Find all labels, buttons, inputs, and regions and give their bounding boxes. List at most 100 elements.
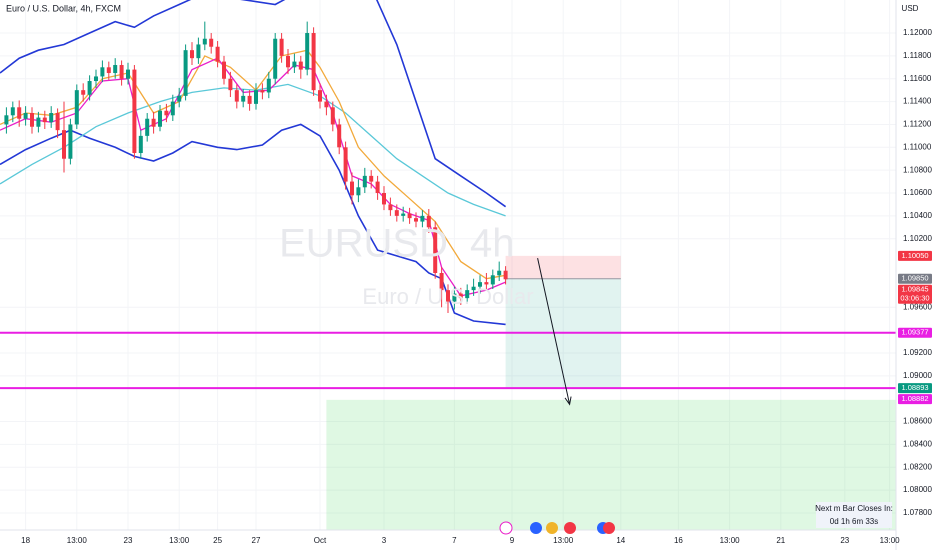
x-tick-label: 16 [674,536,683,545]
x-tick-label: 27 [252,536,261,545]
candle-body [94,76,98,82]
candle-body [183,50,188,96]
candle-body [132,69,137,154]
candle-body [350,181,354,196]
candle-body [247,95,252,104]
candle-body [113,65,118,74]
countdown-box [816,502,892,528]
x-tick-label: 23 [124,536,133,545]
candle-body [55,113,60,131]
candle-body [382,193,386,205]
watermark-description: Euro / U.S. Dollar [362,284,533,309]
indicator-line [0,0,507,208]
candle-body [298,61,303,70]
candle-body [74,90,79,125]
candle-body [305,33,310,70]
candle-body [414,218,418,222]
candle-body [68,124,73,159]
x-tick-label: 23 [840,536,849,545]
candle-body [318,90,322,102]
y-tick-label: 1.10800 [903,165,932,174]
candle-body [497,270,502,276]
x-tick-label: 13:00 [169,536,190,545]
y-tick-label: 1.08600 [903,417,932,426]
price-tag [898,250,932,261]
y-tick-label: 1.09000 [903,371,932,380]
x-tick-label: 18 [21,536,30,545]
candle-body [394,210,399,216]
x-tick-label: 3 [382,536,387,545]
x-tick-label: 13:00 [880,536,901,545]
candle-body [10,107,15,116]
x-tick-label: 7 [452,536,457,545]
candle-body [87,81,92,95]
stop-area [505,255,621,279]
candle-body [478,282,482,287]
price-tag [898,383,932,394]
candle-body [138,135,143,154]
candle-body [177,95,182,102]
candle-body [228,78,233,91]
candle-body [100,67,105,77]
plot-area [0,0,896,530]
candle-body [490,275,495,285]
x-tick-label: 13:00 [720,536,741,545]
candle-body [369,175,374,182]
y-tick-label: 1.12000 [903,28,932,37]
indicator-line [0,57,506,297]
price-tag-label: 1.08893 [901,383,928,392]
y-tick-label: 1.09600 [903,302,932,311]
x-tick-label: 13:00 [67,536,88,545]
candle-body [158,110,162,127]
countdown-time: 0d 1h 6m 33s [830,517,878,526]
candle-body [222,61,226,79]
x-tick-label: 9 [510,536,515,545]
candle-body [484,282,489,285]
candle-body [362,175,367,188]
candle-body [106,67,111,74]
candle-body [260,90,265,93]
candle-body [42,117,47,123]
candle-body [458,293,463,299]
price-tag [898,394,932,405]
y-tick-label: 1.07800 [903,508,932,517]
candle-body [446,290,450,302]
y-tick-label: 1.08200 [903,462,932,471]
candle-body [401,213,406,216]
candle-body [126,69,130,79]
price-tag [898,327,932,338]
candle-body [433,227,438,273]
candle-body [4,115,9,125]
x-tick-label: 13:00 [553,536,574,545]
y-tick-label: 1.10400 [903,211,932,220]
price-tag [898,273,932,284]
price-tag-label: 1.08882 [901,394,928,403]
drawn-arrow [537,258,572,406]
candle-body [49,113,54,123]
candle-body [266,78,271,93]
price-tag-label: 1.09850 [901,274,928,283]
candle-body [324,101,329,108]
candle-body [420,215,425,222]
candle-body [356,187,361,196]
price-tag [898,284,932,304]
candle-body [292,61,297,68]
y-tick-label: 1.08000 [903,485,932,494]
y-tick-label: 1.11200 [903,120,932,129]
candle-body [164,110,169,116]
x-tick-label: Oct [314,536,327,545]
candle-body [62,130,66,159]
watermark-interval: 4h [470,222,515,266]
candle-body [471,286,476,291]
candle-body [151,118,156,127]
price-tag-label: 1.09377 [901,328,928,337]
candle-body [17,107,22,119]
candle-body [36,117,41,127]
candle-body [465,290,470,299]
candle-body [337,124,342,148]
currency: USD [902,4,919,13]
event-icons [499,521,615,535]
candle-body [343,147,348,182]
candle-body [81,90,86,95]
